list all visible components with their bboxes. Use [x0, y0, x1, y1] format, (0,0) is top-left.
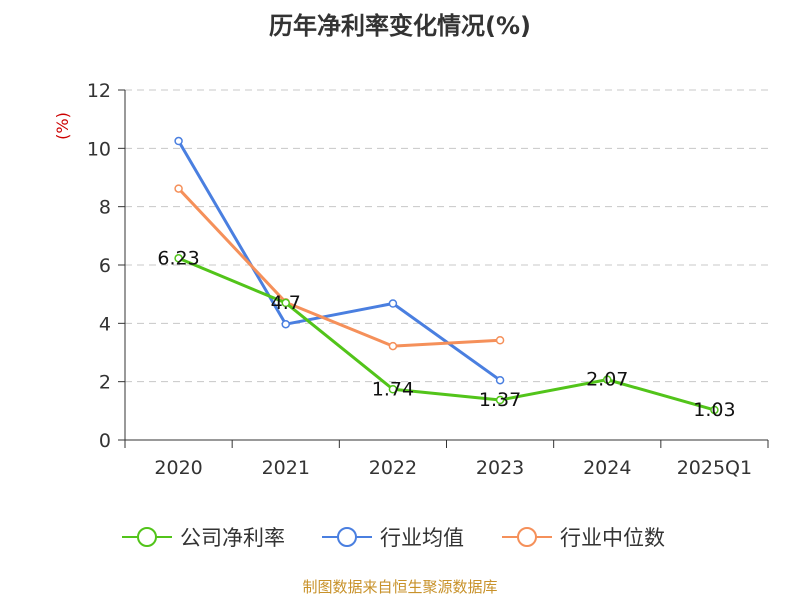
data-label: 6.23	[157, 247, 199, 269]
source-note: 制图数据来自恒生聚源数据库	[302, 578, 497, 596]
data-point[interactable]	[281, 319, 290, 329]
x-tick-label: 2024	[583, 457, 631, 479]
data-point[interactable]	[388, 299, 398, 308]
data-point[interactable]	[603, 375, 612, 384]
series-3	[174, 184, 505, 351]
y-tick-label: 2	[99, 372, 111, 394]
data-point[interactable]	[281, 298, 290, 308]
data-point[interactable]	[174, 184, 183, 193]
data-point[interactable]	[388, 385, 398, 394]
data-labels: 6.23 4.7 1.74 1.37 2.07 1.03	[157, 247, 735, 421]
y-tick-label: 12	[87, 80, 111, 102]
data-label: 2.07	[586, 369, 628, 391]
axes: 0 2 4 6 8 10 12 2020 2021 2022 2023 2024 2025Q1	[87, 80, 769, 479]
series-1	[174, 254, 719, 415]
x-tick-label: 2022	[369, 457, 417, 479]
data-label: 1.03	[693, 399, 735, 421]
data-point[interactable]	[495, 375, 505, 385]
data-label: 1.74	[372, 378, 414, 400]
legend-label: 行业均值	[380, 526, 464, 550]
x-tick-label: 2021	[262, 457, 310, 479]
y-axis-unit-label: (%)	[53, 112, 72, 140]
legend-item[interactable]: 公司净利率	[122, 526, 285, 550]
data-point[interactable]	[710, 405, 719, 415]
y-tick-label: 10	[87, 138, 111, 160]
series-lines	[174, 136, 719, 415]
x-tick-label: 2020	[154, 457, 202, 479]
data-label: 1.37	[479, 389, 521, 411]
legend-marker	[337, 527, 357, 547]
legend-item[interactable]: 行业中位数	[502, 526, 665, 550]
data-point[interactable]	[174, 254, 183, 263]
legend-label: 行业中位数	[560, 526, 665, 550]
series-line	[177, 187, 501, 348]
y-tick-label: 0	[99, 430, 111, 452]
data-point[interactable]	[174, 136, 183, 146]
y-tick-label: 8	[99, 197, 111, 219]
data-point[interactable]	[495, 395, 505, 405]
y-tick-label: 4	[99, 313, 111, 335]
legend-label: 公司净利率	[180, 526, 285, 550]
chart-title: 历年净利率变化情况(%)	[269, 12, 531, 40]
legend-marker	[137, 527, 157, 547]
series-line	[178, 256, 715, 412]
data-point[interactable]	[495, 336, 505, 345]
y-tick-label: 6	[99, 255, 111, 277]
data-point[interactable]	[388, 341, 398, 351]
legend[interactable]: 公司净利率 行业均值 行业中位数	[122, 526, 665, 550]
x-tick-label: 2023	[476, 457, 524, 479]
data-label: 4.7	[271, 292, 301, 314]
x-tick-label: 2025Q1	[677, 457, 752, 479]
legend-item[interactable]: 行业均值	[322, 526, 464, 550]
legend-marker	[517, 527, 537, 547]
